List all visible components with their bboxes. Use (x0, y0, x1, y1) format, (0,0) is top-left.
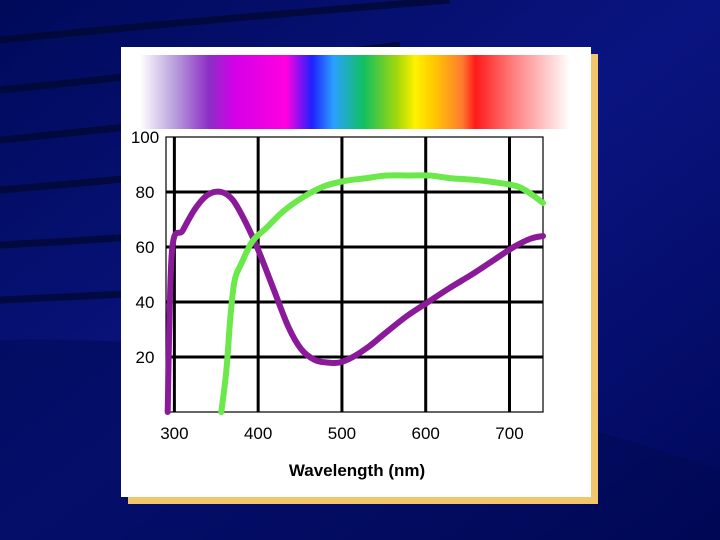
series-line-2 (218, 172, 546, 415)
x-tick-label: 300 (160, 424, 188, 443)
x-axis-label: Wavelength (nm) (289, 461, 425, 480)
y-tick-label: 100 (131, 128, 159, 147)
y-tick-label: 80 (136, 183, 155, 202)
x-tick-label: 700 (495, 424, 523, 443)
x-tick-label: 400 (244, 424, 272, 443)
color-spectrum-bar (140, 55, 570, 129)
plot-frame (165, 136, 544, 413)
tick-labels: 20 40 60 80 100 300 400 500 600 700 (131, 128, 524, 443)
series-line-1 (164, 188, 546, 415)
y-tick-label: 60 (136, 238, 155, 257)
x-tick-label: 600 (412, 424, 440, 443)
x-tick-label: 500 (328, 424, 356, 443)
y-tick-label: 40 (136, 293, 155, 312)
y-tick-label: 20 (136, 348, 155, 367)
series-lines (164, 172, 546, 415)
